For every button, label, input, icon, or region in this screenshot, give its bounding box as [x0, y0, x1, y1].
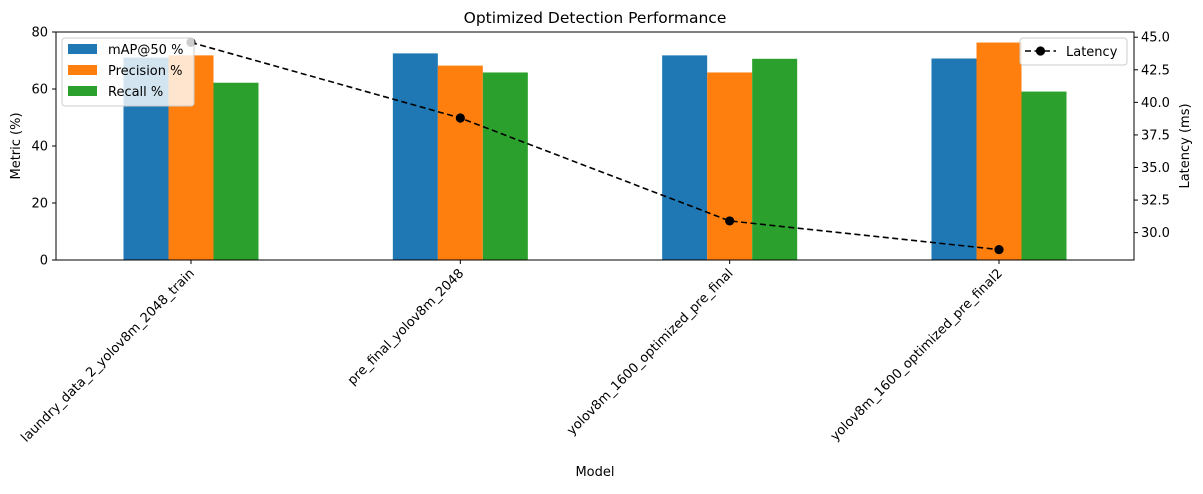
- x-tick-label-1: laundry_data_2_yolov8m_2048_train: [19, 266, 198, 445]
- y2-tick-label-1: 30.0: [1141, 226, 1170, 241]
- y2-tick-label-5: 40.0: [1141, 96, 1170, 111]
- legend-bars: mAP@50 % Precision % Recall %: [61, 37, 195, 107]
- y2-tick-label-6: 42.5: [1141, 63, 1170, 78]
- bar-3-4: [1021, 91, 1067, 260]
- y-tick-label-5: 80: [31, 26, 48, 41]
- bar-3-1: [213, 82, 259, 260]
- legend-swatch-2: [68, 65, 97, 75]
- legend-line: Latency: [1019, 37, 1128, 66]
- bar-2-3: [707, 72, 753, 260]
- chart-title: Optimized Detection Performance: [464, 9, 727, 27]
- latency-point-3: [725, 216, 735, 226]
- legend-label-1: mAP@50 %: [108, 43, 183, 58]
- y-axis-title: Metric (%): [9, 112, 24, 179]
- x-tick-label-2: pre_final_yolov8m_2048: [345, 266, 467, 388]
- latency-line-layer: [186, 37, 1004, 255]
- y-tick-label-3: 40: [31, 140, 48, 155]
- y-tick-label-4: 60: [31, 83, 48, 98]
- bar-1-2: [392, 53, 438, 260]
- legend-label-3: Recall %: [108, 85, 163, 100]
- bar-2-4: [976, 42, 1022, 260]
- y2-tick-label-7: 45.0: [1141, 31, 1170, 46]
- y2-tick-label-3: 35.0: [1141, 161, 1170, 176]
- y2-tick-label-2: 32.5: [1141, 194, 1170, 209]
- legend-line-box: [1019, 37, 1128, 66]
- legend-line-marker: [1035, 46, 1046, 56]
- legend-line-label: Latency: [1066, 45, 1118, 60]
- bar-1-3: [662, 55, 708, 261]
- y2-tick-label-4: 37.5: [1141, 128, 1170, 143]
- y-tick-label-2: 20: [31, 197, 48, 212]
- latency-line: [190, 41, 1000, 251]
- bar-3-3: [752, 58, 798, 260]
- x-tick-label-3: yolov8m_1600_optimized_pre_final: [564, 266, 736, 438]
- x-tick-label-4: yolov8m_1600_optimized_pre_final2: [828, 266, 1006, 444]
- latency-point-4: [994, 244, 1004, 255]
- x-axis-title: Model: [575, 465, 614, 480]
- latency-point-2: [455, 113, 465, 123]
- bar-1-4: [931, 58, 977, 260]
- bars-layer: [123, 42, 1067, 261]
- legend-swatch-1: [68, 44, 97, 54]
- legend-swatch-3: [68, 86, 97, 96]
- y2-axis-title: Latency (ms): [1178, 103, 1193, 188]
- y-tick-label-1: 0: [40, 254, 48, 269]
- bar-3-2: [482, 72, 528, 260]
- legend-label-2: Precision %: [108, 64, 183, 79]
- bar-2-2: [437, 65, 483, 260]
